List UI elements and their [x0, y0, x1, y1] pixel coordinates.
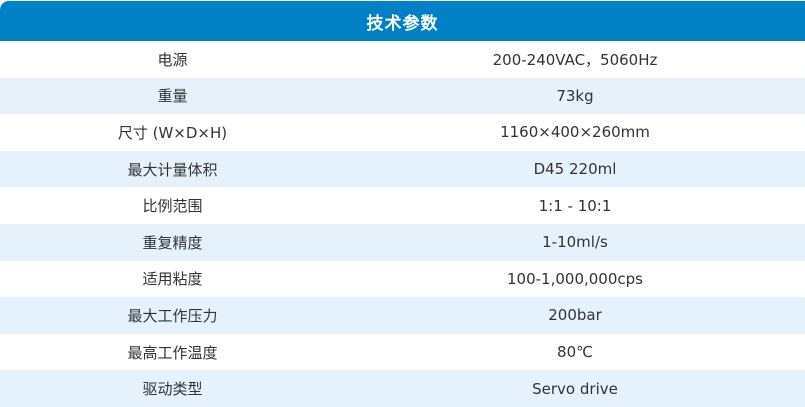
table-row: 最高工作温度 80℃	[0, 333, 805, 371]
table-header: 技术参数	[0, 1, 805, 41]
spec-value: 80℃	[557, 343, 593, 362]
spec-label: 适用粘度	[142, 270, 203, 289]
table-row: 重复精度 1-10ml/s	[0, 223, 805, 261]
table-row: 适用粘度 100-1,000,000cps	[0, 260, 805, 298]
table-row: 驱动类型 Servo drive	[0, 370, 805, 407]
spec-value: 1:1 - 10:1	[538, 196, 612, 215]
spec-label: 重复精度	[142, 233, 203, 252]
spec-value: Servo drive	[532, 379, 618, 398]
spec-value: 73kg	[556, 86, 594, 105]
spec-label: 比例范围	[142, 197, 203, 216]
spec-label: 电源	[157, 50, 188, 69]
spec-label: 最大工作压力	[127, 306, 218, 325]
spec-label: 驱动类型	[142, 380, 203, 399]
spec-value: 100-1,000,000cps	[507, 269, 643, 288]
table-row: 重量 73kg	[0, 77, 805, 115]
spec-value: 1-10ml/s	[542, 233, 608, 252]
spec-label: 最大计量体积	[127, 160, 218, 179]
table-row: 电源 200-240VAC，5060Hz	[0, 41, 805, 78]
spec-value: 200bar	[548, 306, 602, 325]
table-row: 最大工作压力 200bar	[0, 297, 805, 334]
spec-label: 最高工作温度	[127, 343, 218, 362]
spec-label: 重量	[157, 87, 188, 106]
table-body: 电源 200-240VAC，5060Hz 重量 73kg 尺寸 (W×D×H) …	[0, 41, 805, 407]
table-title: 技术参数	[366, 13, 439, 34]
table-row: 最大计量体积 D45 220ml	[0, 150, 805, 188]
spec-value: D45 220ml	[533, 160, 617, 179]
spec-value: 200-240VAC，5060Hz	[492, 50, 658, 69]
spec-value: 1160×400×260mm	[500, 123, 650, 142]
table-row: 尺寸 (W×D×H) 1160×400×260mm	[0, 114, 805, 151]
spec-label: 尺寸 (W×D×H)	[117, 123, 228, 142]
table-row: 比例范围 1:1 - 10:1	[0, 187, 805, 224]
